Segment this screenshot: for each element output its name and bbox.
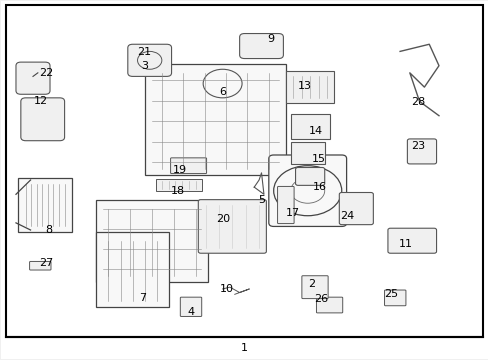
- FancyBboxPatch shape: [387, 228, 436, 253]
- FancyBboxPatch shape: [21, 98, 64, 141]
- FancyBboxPatch shape: [339, 193, 372, 225]
- Text: 7: 7: [139, 293, 145, 303]
- Text: 9: 9: [267, 34, 274, 44]
- Text: 1: 1: [241, 343, 247, 353]
- Text: 14: 14: [308, 126, 323, 136]
- Text: 23: 23: [411, 141, 425, 151]
- Text: 10: 10: [219, 284, 233, 294]
- Text: 27: 27: [39, 258, 53, 268]
- FancyBboxPatch shape: [384, 290, 405, 306]
- Text: 4: 4: [187, 307, 194, 317]
- FancyBboxPatch shape: [16, 62, 50, 94]
- FancyBboxPatch shape: [316, 297, 342, 313]
- FancyBboxPatch shape: [290, 143, 324, 164]
- Text: 24: 24: [340, 211, 354, 221]
- Text: 20: 20: [216, 214, 230, 224]
- FancyBboxPatch shape: [19, 178, 72, 232]
- FancyBboxPatch shape: [290, 114, 329, 139]
- FancyBboxPatch shape: [285, 71, 334, 103]
- Text: 16: 16: [312, 182, 326, 192]
- FancyBboxPatch shape: [156, 179, 201, 192]
- Text: 28: 28: [410, 97, 425, 107]
- FancyBboxPatch shape: [96, 200, 207, 282]
- Text: 15: 15: [311, 154, 325, 164]
- Text: 5: 5: [258, 195, 264, 204]
- Text: 11: 11: [398, 239, 412, 249]
- FancyBboxPatch shape: [239, 33, 283, 59]
- Text: 2: 2: [307, 279, 315, 289]
- Text: 25: 25: [384, 289, 398, 298]
- FancyBboxPatch shape: [268, 155, 346, 226]
- FancyBboxPatch shape: [407, 139, 436, 164]
- Text: 12: 12: [34, 96, 48, 107]
- Text: 3: 3: [141, 61, 148, 71]
- Text: 13: 13: [298, 81, 312, 91]
- Text: 17: 17: [285, 208, 300, 218]
- Text: 19: 19: [173, 165, 187, 175]
- FancyBboxPatch shape: [144, 64, 285, 175]
- Text: 22: 22: [40, 68, 54, 78]
- FancyBboxPatch shape: [277, 186, 293, 224]
- FancyBboxPatch shape: [180, 297, 201, 316]
- Text: 8: 8: [45, 225, 53, 235]
- Text: 18: 18: [170, 186, 184, 196]
- FancyBboxPatch shape: [170, 158, 206, 174]
- FancyBboxPatch shape: [127, 44, 171, 76]
- Text: 26: 26: [314, 294, 328, 303]
- FancyBboxPatch shape: [301, 276, 327, 298]
- FancyBboxPatch shape: [198, 200, 266, 253]
- FancyBboxPatch shape: [295, 167, 324, 185]
- FancyBboxPatch shape: [96, 232, 169, 307]
- Text: 6: 6: [219, 87, 225, 98]
- FancyBboxPatch shape: [6, 5, 482, 337]
- Text: 21: 21: [137, 47, 151, 57]
- FancyBboxPatch shape: [30, 261, 51, 270]
